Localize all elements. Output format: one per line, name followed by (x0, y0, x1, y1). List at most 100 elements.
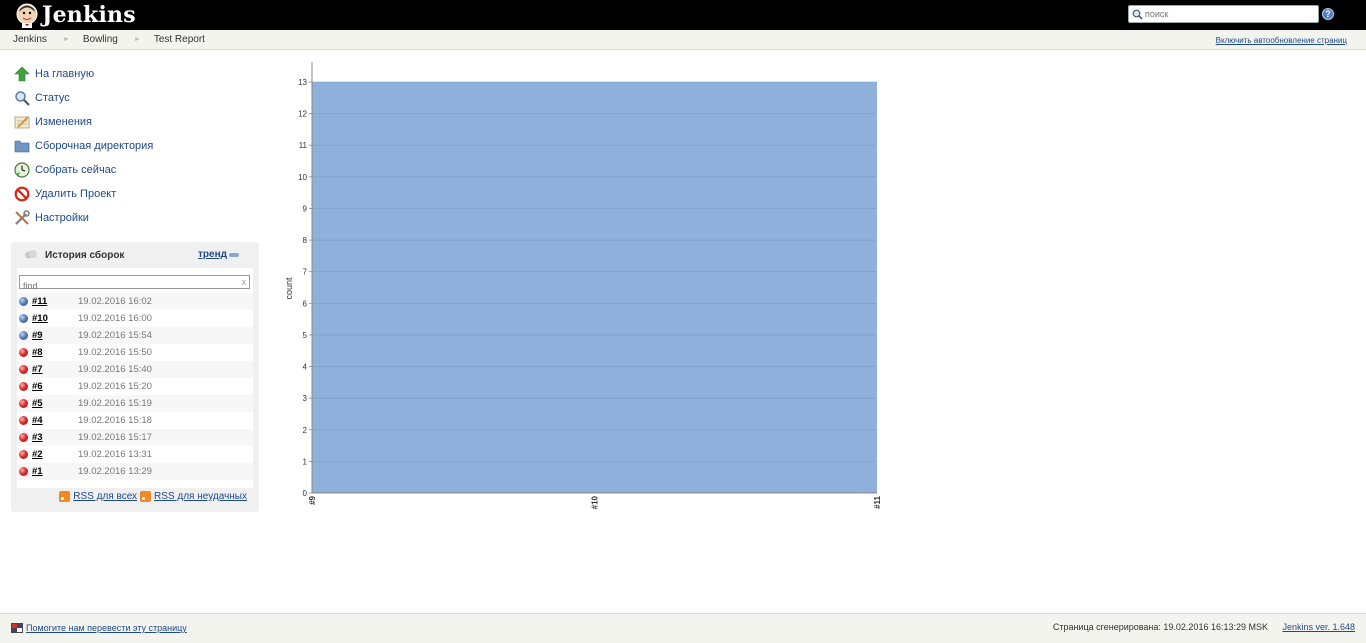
help-icon[interactable]: ? (1322, 8, 1334, 20)
build-row[interactable]: #1 19.02.2016 13:29 (17, 463, 253, 480)
chart-y-tick-label: 5 (303, 331, 308, 340)
find-box[interactable]: x (19, 275, 250, 292)
side-tasks: На главную Статус Изменения Сборочная ди… (14, 62, 153, 230)
jenkins-logo[interactable]: Jenkins (14, 2, 136, 28)
build-row[interactable]: #7 19.02.2016 15:40 (17, 361, 253, 378)
build-row[interactable]: #4 19.02.2016 15:18 (17, 412, 253, 429)
success-ball-icon (19, 314, 28, 323)
failure-ball-icon (19, 382, 28, 391)
failure-ball-icon (19, 348, 28, 357)
translate-icon (11, 623, 23, 633)
find-clear-icon[interactable]: x (241, 277, 247, 287)
build-history-widget: История сборок тренд x #11 19.02.2016 16:… (11, 242, 259, 512)
build-history-body: x #11 19.02.2016 16:02 #10 19.02.2016 16:00… (17, 268, 253, 488)
chart-y-tick-label: 4 (303, 363, 308, 372)
find-input[interactable] (23, 280, 233, 292)
page-generated-text: Страница сгенерирована: 19.02.2016 16:13… (1052, 622, 1268, 632)
chart-y-tick-label: 9 (303, 204, 308, 213)
search-box[interactable] (1128, 5, 1319, 23)
chart-y-tick-label: 1 (303, 457, 308, 466)
task-build-now[interactable]: Собрать сейчас (14, 158, 153, 182)
rss-icon[interactable] (140, 491, 152, 502)
breadcrumb: Jenkins ► Bowling ► Test Report (13, 34, 205, 45)
build-time: 19.02.2016 16:00 (78, 313, 152, 324)
chart-y-tick-label: 0 (303, 489, 308, 498)
build-time: 19.02.2016 15:40 (78, 364, 152, 375)
failure-ball-icon (19, 467, 28, 476)
task-label[interactable]: Собрать сейчас (35, 164, 117, 176)
build-row[interactable]: #10 19.02.2016 16:00 (17, 310, 253, 327)
translate: Помогите нам перевести эту страницу (11, 622, 187, 634)
breadcrumb-separator-icon[interactable]: ► (133, 36, 141, 43)
rss-icon[interactable] (59, 491, 71, 502)
top-header: Jenkins ? (0, 0, 1366, 30)
task-label[interactable]: Изменения (35, 116, 92, 128)
build-row[interactable]: #5 19.02.2016 15:19 (17, 395, 253, 412)
failure-ball-icon (19, 399, 28, 408)
search-input[interactable] (1145, 9, 1315, 19)
build-number-link[interactable]: #9 (32, 330, 43, 341)
tools-icon (14, 210, 30, 226)
auto-refresh-link[interactable]: Включить автообновление страниц (1215, 36, 1347, 45)
task-home[interactable]: На главную (14, 62, 153, 86)
task-label[interactable]: Настройки (35, 212, 89, 224)
folder-icon (14, 138, 30, 154)
task-label[interactable]: На главную (35, 68, 95, 80)
failure-ball-icon (19, 450, 28, 459)
build-number-link[interactable]: #10 (32, 313, 48, 324)
footer: Помогите нам перевести эту страницу Стра… (0, 613, 1366, 643)
breadcrumb-separator-icon[interactable]: ► (62, 36, 70, 43)
chart-y-axis-label: count (284, 277, 294, 300)
build-number-link[interactable]: #4 (32, 415, 43, 426)
jenkins-version-link[interactable]: Jenkins ver. 1.648 (1282, 622, 1355, 632)
chart-y-tick-label: 12 (298, 110, 307, 119)
task-label[interactable]: Удалить Проект (35, 188, 117, 200)
chart-x-tick-label: #11 (873, 495, 882, 508)
build-time: 19.02.2016 13:31 (78, 449, 152, 460)
chart-x-tick-label: #10 (591, 495, 600, 509)
build-number-link[interactable]: #2 (32, 449, 43, 460)
build-number-link[interactable]: #5 (32, 398, 43, 409)
build-number-link[interactable]: #3 (32, 432, 43, 443)
build-time: 19.02.2016 15:18 (78, 415, 152, 426)
build-history-title: История сборок (45, 249, 125, 261)
build-time: 19.02.2016 16:02 (78, 296, 152, 307)
failure-ball-icon (19, 433, 28, 442)
chart-y-tick-label: 7 (303, 268, 308, 277)
translate-link[interactable]: Помогите нам перевести эту страницу (26, 623, 187, 633)
task-label[interactable]: Статус (35, 92, 70, 104)
up-arrow-icon (14, 66, 30, 82)
build-number-link[interactable]: #8 (32, 347, 43, 358)
task-configure[interactable]: Настройки (14, 206, 153, 230)
breadcrumb-bar: Jenkins ► Bowling ► Test Report Включить… (0, 30, 1366, 50)
rss-links: RSS для всех RSS для неудачных (11, 491, 259, 502)
task-changes[interactable]: Изменения (14, 110, 153, 134)
build-history-header: История сборок тренд (11, 242, 259, 268)
build-number-link[interactable]: #6 (32, 381, 43, 392)
build-time: 19.02.2016 15:17 (78, 432, 152, 443)
breadcrumb-bowling[interactable]: Bowling (82, 34, 118, 45)
chart-y-tick-label: 11 (299, 141, 308, 150)
chart-y-tick-label: 6 (303, 299, 308, 308)
breadcrumb-test-report[interactable]: Test Report (153, 34, 205, 45)
build-number-link[interactable]: #7 (32, 364, 43, 375)
build-row[interactable]: #3 19.02.2016 15:17 (17, 429, 253, 446)
task-status[interactable]: Статус (14, 86, 153, 110)
rss-failed-link[interactable]: RSS для неудачных (154, 491, 247, 502)
rss-all-link[interactable]: RSS для всех (73, 491, 138, 502)
build-number-link[interactable]: #11 (32, 296, 48, 307)
trend-toggle-icon[interactable] (229, 253, 239, 257)
build-row[interactable]: #8 19.02.2016 15:50 (17, 344, 253, 361)
build-row[interactable]: #2 19.02.2016 13:31 (17, 446, 253, 463)
build-row[interactable]: #9 19.02.2016 15:54 (17, 327, 253, 344)
task-delete-project[interactable]: Удалить Проект (14, 182, 153, 206)
task-workspace[interactable]: Сборочная директория (14, 134, 153, 158)
clock-icon (14, 162, 30, 178)
build-row[interactable]: #11 19.02.2016 16:02 (17, 293, 253, 310)
build-row[interactable]: #6 19.02.2016 15:20 (17, 378, 253, 395)
build-number-link[interactable]: #1 (32, 466, 43, 477)
breadcrumb-jenkins[interactable]: Jenkins (13, 34, 47, 45)
trend-link[interactable]: тренд (198, 249, 227, 260)
task-label[interactable]: Сборочная директория (35, 140, 154, 152)
